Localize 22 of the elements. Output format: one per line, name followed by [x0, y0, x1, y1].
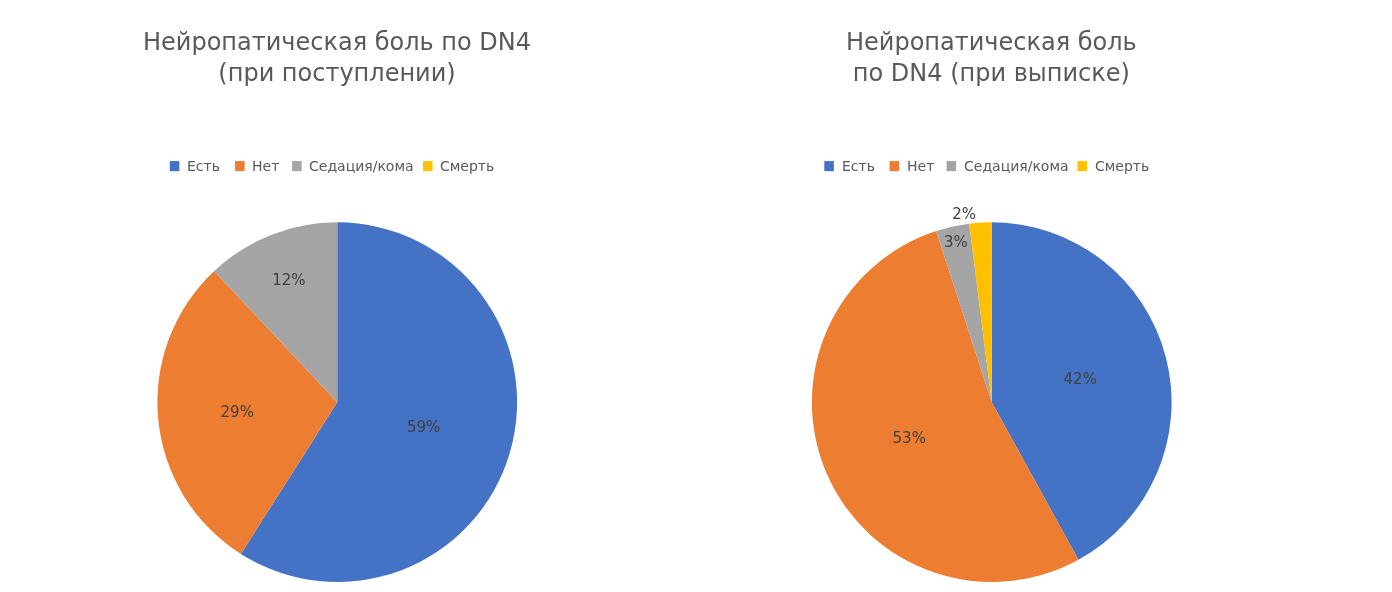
data-label: 29%: [220, 402, 254, 421]
data-label: 42%: [1063, 370, 1097, 389]
legend-label: Седация/кома: [964, 158, 1069, 174]
pie-slice: [936, 223, 992, 403]
data-label: 53%: [892, 428, 926, 447]
data-label: 2%: [952, 204, 976, 223]
pie-slice: [157, 271, 338, 554]
legend-label: Есть: [842, 158, 875, 174]
legend-label: Нет: [252, 158, 280, 174]
pie-slice: [969, 222, 992, 403]
pie-slice: [214, 222, 338, 403]
data-label: 3%: [944, 232, 968, 251]
pie-slice: [991, 222, 1172, 560]
chart-title: Нейропатическая боль по DN4 (при выписке): [846, 28, 1137, 88]
legend-label: Смерть: [1095, 158, 1150, 174]
chart-title: Нейропатическая боль по DN4 (при поступлении): [143, 28, 532, 88]
legend-label: Есть: [187, 158, 220, 174]
data-label: 59%: [406, 418, 441, 437]
data-label: 12%: [272, 270, 306, 289]
legend-label: Нет: [907, 158, 935, 174]
legend-label: Седация/кома: [309, 158, 414, 174]
legend-label: Смерть: [440, 158, 495, 174]
